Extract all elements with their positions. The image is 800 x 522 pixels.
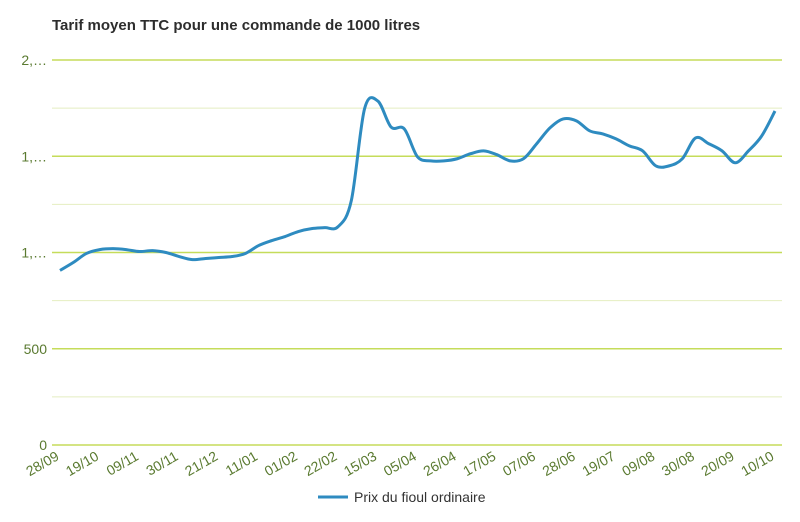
chart-title: Tarif moyen TTC pour une commande de 100… (52, 17, 420, 34)
x-tick-label: 20/09 (698, 448, 737, 479)
y-tick-label: 1,… (21, 245, 47, 261)
x-tick-label: 17/05 (460, 448, 499, 479)
x-tick-label: 19/07 (579, 448, 618, 479)
x-tick-label: 15/03 (341, 448, 380, 479)
series-line (59, 96, 777, 272)
x-tick-label: 10/10 (738, 448, 777, 479)
y-tick-label: 1,… (21, 148, 47, 164)
x-tick-label: 01/02 (261, 448, 300, 479)
x-tick-label: 19/10 (63, 448, 102, 479)
x-tick-label: 30/11 (143, 448, 181, 479)
x-tick-label: 05/04 (381, 448, 420, 479)
legend-label: Prix du fioul ordinaire (354, 489, 486, 505)
x-tick-label: 26/04 (420, 448, 459, 479)
y-tick-label: 500 (24, 341, 48, 357)
x-tick-label: 11/01 (223, 448, 261, 479)
x-tick-label: 28/06 (540, 448, 579, 479)
y-tick-label: 2,… (21, 52, 47, 68)
x-tick-label: 07/06 (500, 448, 539, 479)
x-tick-label: 09/11 (103, 448, 141, 479)
y-tick-label: 0 (39, 437, 47, 453)
x-tick-label: 09/08 (619, 448, 658, 479)
x-tick-label: 30/08 (659, 448, 698, 479)
x-tick-label: 22/02 (301, 448, 340, 479)
x-tick-label: 21/12 (182, 448, 221, 479)
